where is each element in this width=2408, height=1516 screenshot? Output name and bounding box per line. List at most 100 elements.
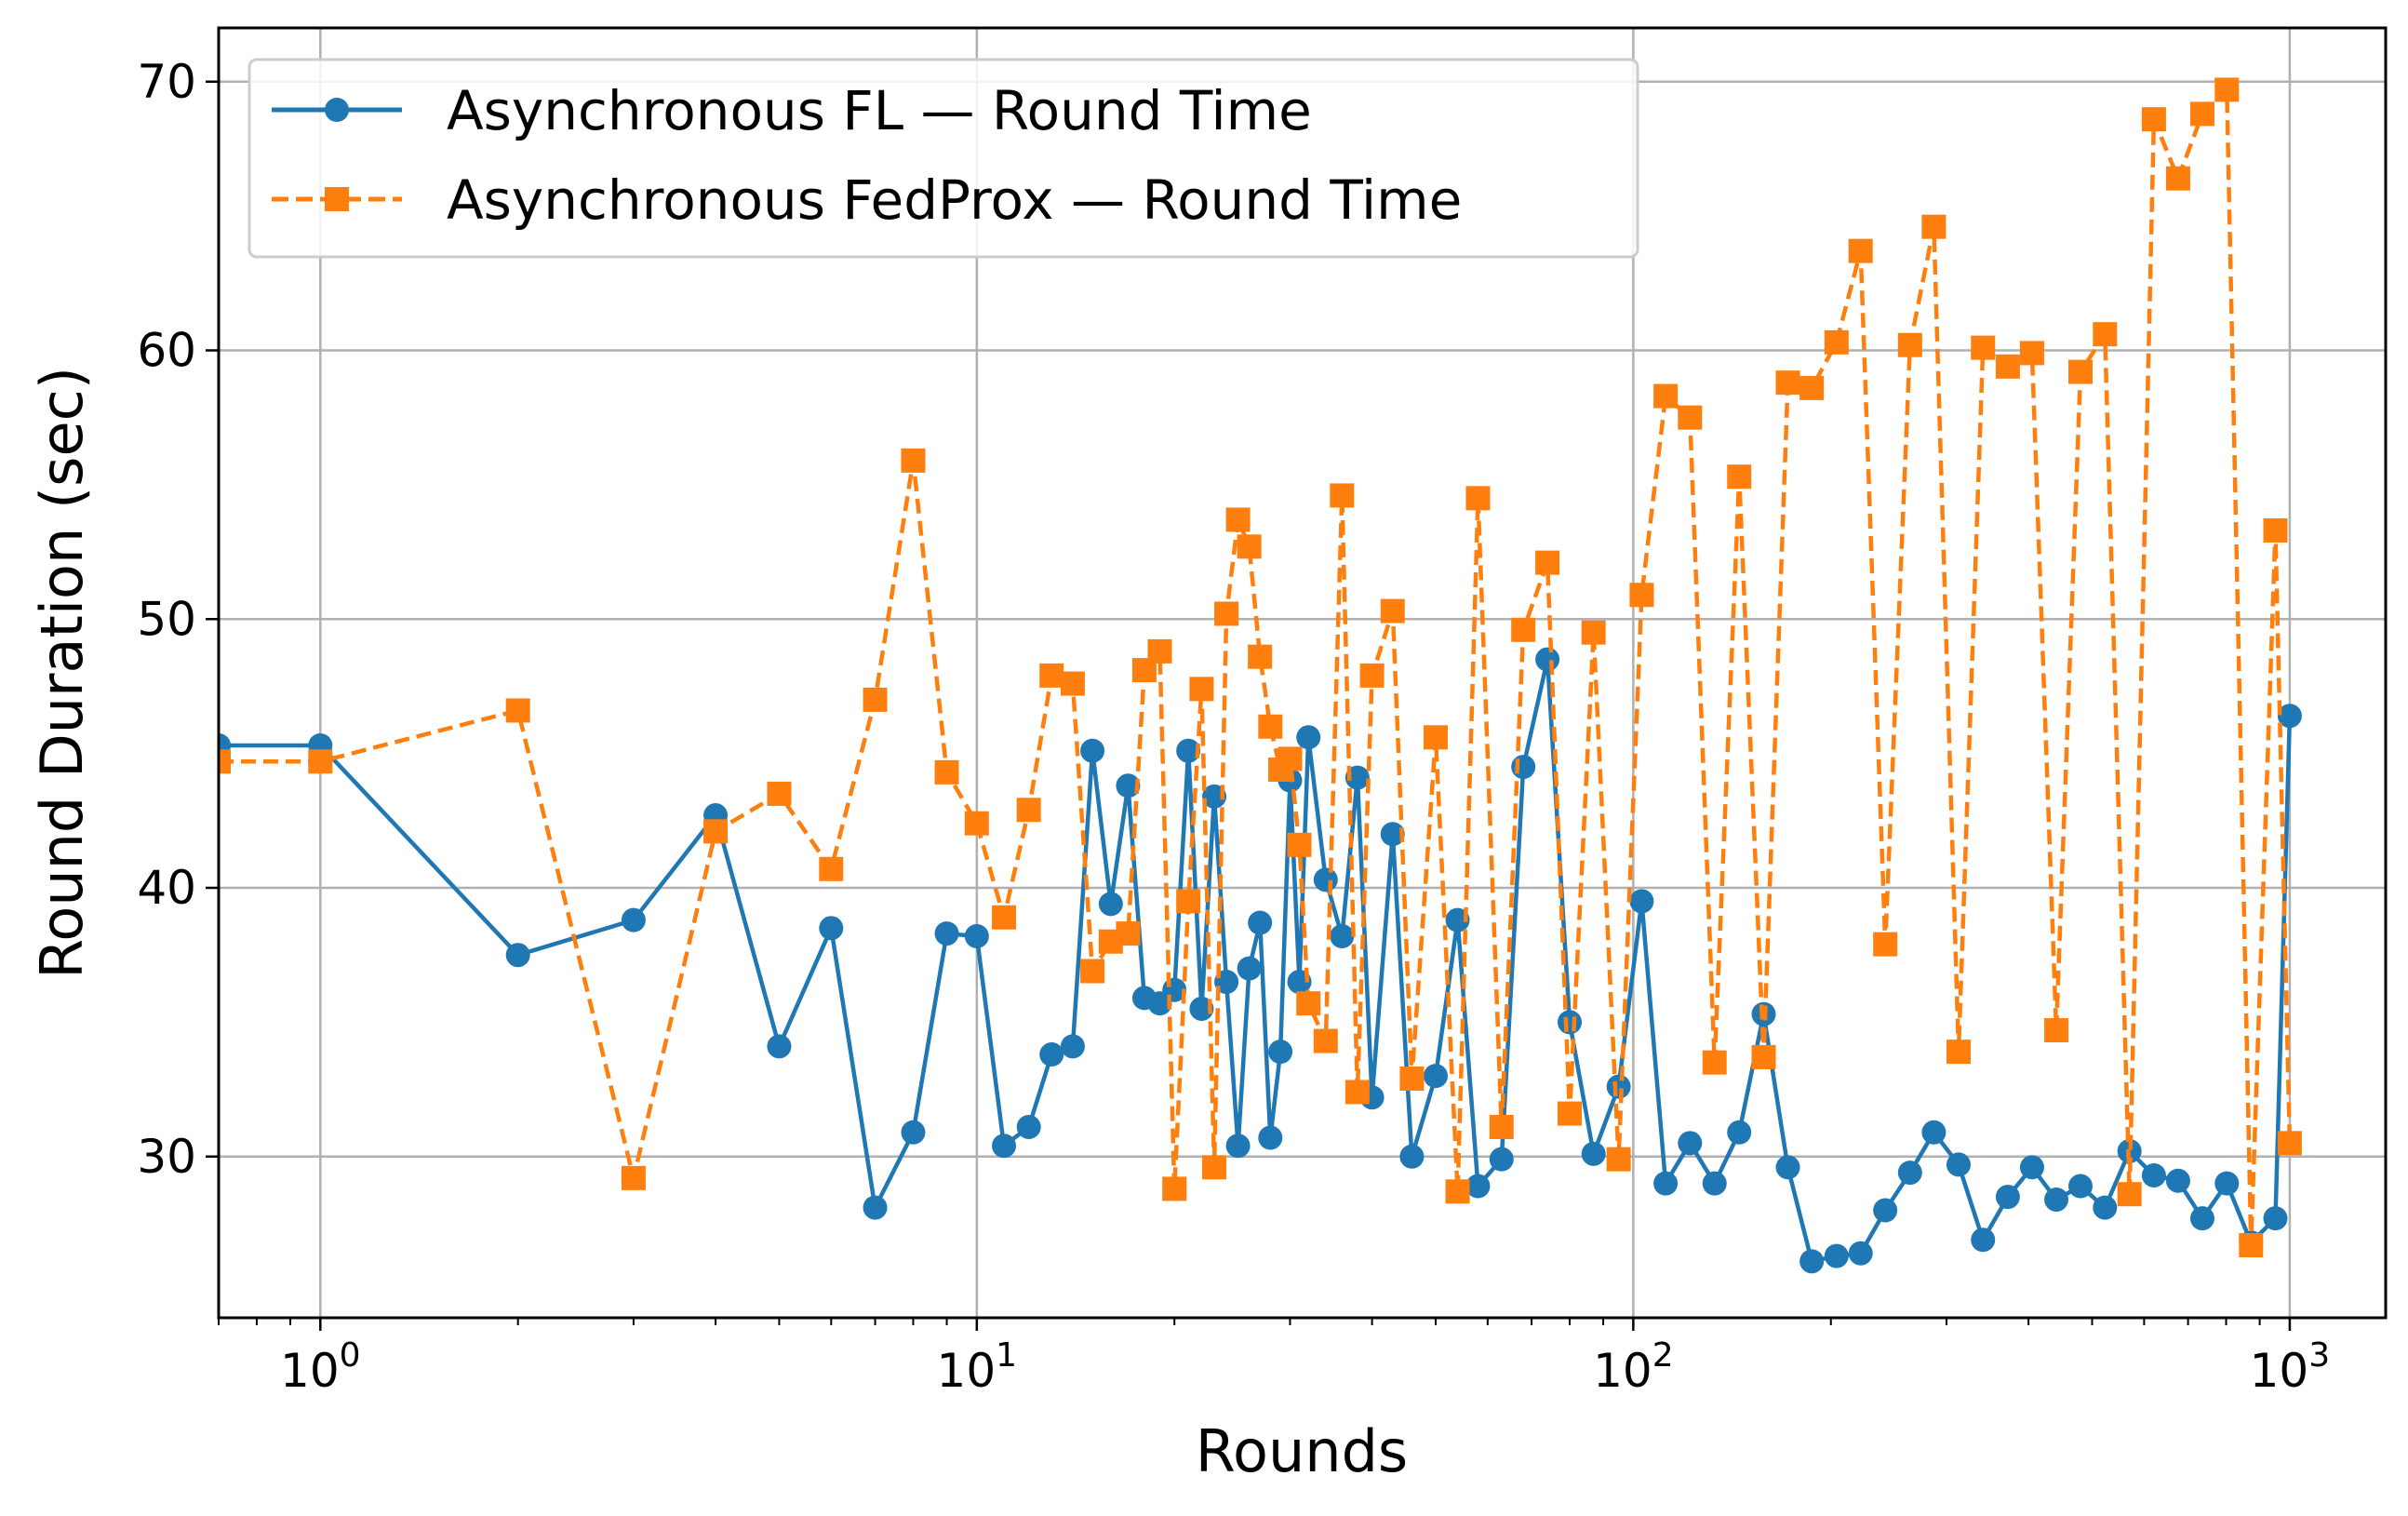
series-1-point-11 (992, 905, 1017, 930)
series-1-point-13 (1039, 663, 1064, 688)
series-0-point-15 (1080, 738, 1105, 763)
series-0-point-75 (2277, 704, 2302, 729)
series-1-point-32 (1296, 991, 1321, 1016)
series-line-0 (219, 657, 2293, 1264)
series-0-point-57 (1848, 1241, 1873, 1266)
series-1-point-50 (1678, 405, 1703, 430)
series-layer (219, 77, 2302, 1274)
series-1-point-47 (1606, 1147, 1631, 1172)
series-1-point-53 (1751, 1044, 1776, 1069)
series-0-point-44 (1535, 647, 1560, 672)
ticks: 100 101 102 103 30 40 50 60 70 (137, 55, 2330, 1398)
series-0-point-23 (1202, 784, 1227, 809)
series-1-point-17 (1116, 921, 1141, 946)
series-0-point-28 (1258, 1125, 1283, 1150)
y-tick-label-2: 50 (137, 592, 196, 646)
series-1-point-68 (2117, 1182, 2142, 1207)
series-0-point-26 (1237, 956, 1262, 981)
series-1-point-34 (1330, 483, 1355, 508)
series-1-point-0 (219, 749, 231, 774)
series-0-point-34 (1330, 923, 1355, 948)
series-1-point-45 (1557, 1101, 1582, 1126)
series-1-point-59 (1897, 332, 1922, 357)
series-1-point-12 (1016, 798, 1041, 823)
series-1-point-66 (2068, 359, 2094, 384)
series-0-point-72 (2214, 1171, 2240, 1196)
series-1-point-44 (1535, 550, 1560, 575)
series-1-point-64 (2019, 341, 2044, 366)
series-0-point-55 (1799, 1249, 1825, 1274)
series-0-point-71 (2189, 1206, 2214, 1231)
series-0-point-58 (1873, 1198, 1898, 1223)
series-1-point-38 (1399, 1067, 1425, 1092)
series-0-point-33 (1313, 867, 1338, 892)
series-0-point-16 (1098, 892, 1123, 917)
series-1-point-23 (1202, 1155, 1227, 1180)
series-0-point-49 (1653, 1171, 1679, 1196)
series-0-point-61 (1946, 1152, 1971, 1177)
series-0-point-51 (1702, 1171, 1727, 1196)
series-1-point-10 (964, 811, 989, 836)
series-0-point-39 (1423, 1064, 1448, 1089)
series-1 (219, 77, 2302, 1258)
series-0-point-8 (901, 1120, 926, 1145)
series-0-point-41 (1465, 1174, 1491, 1199)
series-0-point-59 (1897, 1160, 1922, 1186)
x-tick-label-3: 103 (2250, 1336, 2331, 1398)
legend-label-fl: Asynchronous FL — Round Time (447, 79, 1312, 142)
series-1-point-46 (1581, 620, 1606, 645)
series-1-point-71 (2189, 101, 2214, 127)
series-1-point-30 (1278, 746, 1303, 771)
y-axis-label: Round Duration (sec) (28, 367, 96, 979)
series-1-point-24 (1214, 601, 1239, 626)
series-1-point-4 (703, 819, 729, 844)
series-1-point-21 (1176, 889, 1201, 914)
series-0-point-10 (964, 923, 989, 948)
series-1-point-48 (1629, 583, 1654, 608)
series-1-point-67 (2093, 322, 2118, 347)
series-1-point-28 (1258, 714, 1283, 739)
legend-entry-fl: Asynchronous FL — Round Time (272, 79, 1312, 142)
series-1-point-36 (1359, 663, 1385, 688)
series-0-point-22 (1189, 996, 1214, 1021)
series-1-point-40 (1445, 1179, 1470, 1204)
series-1-point-26 (1237, 534, 1262, 559)
series-0-point-60 (1921, 1120, 1946, 1145)
series-0-point-11 (992, 1134, 1017, 1159)
series-1-point-74 (2263, 517, 2288, 543)
series-1-point-57 (1848, 238, 1873, 263)
series-1-point-61 (1946, 1040, 1971, 1065)
series-1-point-60 (1921, 214, 1946, 239)
series-1-point-73 (2239, 1233, 2264, 1258)
series-1-point-43 (1511, 617, 1536, 642)
series-0-point-54 (1775, 1155, 1800, 1180)
series-0-point-6 (819, 916, 844, 941)
series-0-point-13 (1039, 1042, 1064, 1067)
series-0-point-35 (1344, 765, 1370, 790)
series-0-point-12 (1016, 1114, 1041, 1139)
series-1-point-20 (1162, 1176, 1187, 1201)
series-1-point-8 (901, 448, 926, 473)
series-0-point-25 (1225, 1134, 1251, 1159)
series-1-point-35 (1344, 1080, 1370, 1105)
series-0-point-5 (767, 1034, 792, 1059)
series-0-point-66 (2068, 1174, 2094, 1199)
series-1-point-39 (1423, 725, 1448, 750)
y-tick-label-1: 40 (137, 861, 196, 915)
series-1-point-72 (2214, 77, 2240, 102)
series-1-point-69 (2141, 107, 2166, 132)
series-1-point-58 (1873, 932, 1898, 957)
series-1-point-62 (1971, 335, 1996, 360)
series-0-point-42 (1489, 1147, 1514, 1172)
series-0-point-65 (2044, 1187, 2069, 1212)
series-1-point-37 (1380, 598, 1405, 624)
series-0-point-70 (2165, 1168, 2190, 1193)
x-tick-label-2: 102 (1593, 1336, 1674, 1398)
series-1-point-41 (1465, 486, 1491, 511)
series-0-point-56 (1824, 1243, 1849, 1268)
legend: Asynchronous FL — Round Time Asynchronou… (247, 58, 1639, 259)
series-1-point-33 (1313, 1028, 1338, 1053)
series-0-point-3 (621, 907, 646, 932)
series-0-point-52 (1727, 1120, 1752, 1145)
series-0-point-46 (1581, 1141, 1606, 1166)
